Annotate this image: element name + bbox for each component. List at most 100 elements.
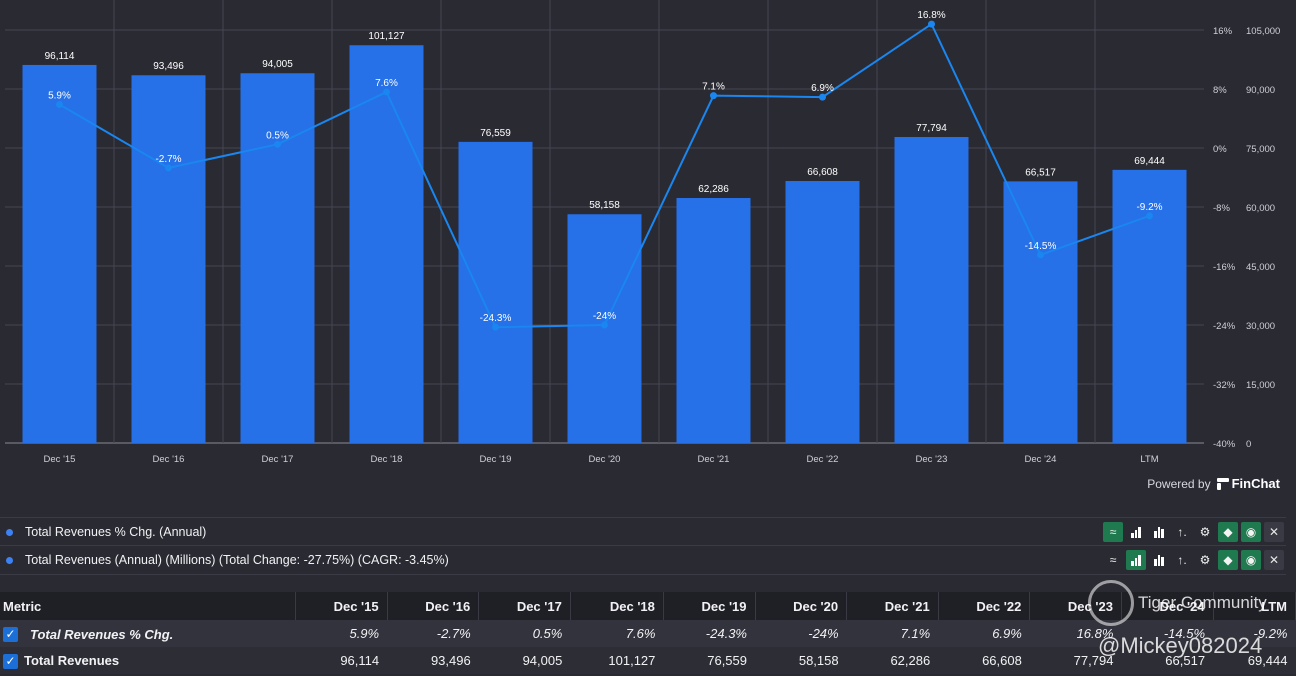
legend-label-pct-chg: Total Revenues % Chg. (Annual): [25, 525, 207, 539]
table-cell: 69,444: [1213, 647, 1296, 674]
series-dot-icon: [6, 528, 13, 536]
powered-by-text: Powered by: [1147, 476, 1211, 491]
pct-axis-tick: -8%: [1213, 203, 1230, 214]
close-icon[interactable]: ✕: [1264, 550, 1284, 570]
series-toolbar: ≈ ↑. ⚙ ◆ ◉ ✕: [1103, 550, 1284, 570]
bar: [240, 73, 315, 443]
table-header: Dec '22: [938, 592, 1031, 620]
table-cell: -24.3%: [663, 620, 755, 647]
table-cell: 96,114: [295, 647, 388, 674]
table-header: Dec '20: [755, 592, 848, 620]
x-tick-label: Dec '22: [807, 454, 839, 465]
table-cell: 7.6%: [570, 620, 664, 647]
x-tick-label: Dec '17: [262, 454, 294, 465]
bar-value-label: 94,005: [262, 59, 293, 70]
column-chart-icon[interactable]: [1149, 522, 1169, 542]
bar: [22, 64, 97, 443]
pct-value-label: -9.2%: [1136, 202, 1162, 213]
table-cell: 58,158: [755, 647, 847, 674]
table-header: Dec '17: [478, 592, 571, 620]
finchat-icon: [1216, 477, 1229, 490]
bar: [458, 141, 533, 444]
bar: [349, 45, 424, 444]
value-axis-tick: 15,000: [1246, 380, 1275, 391]
gear-icon[interactable]: ⚙: [1199, 525, 1211, 539]
bar-value-label: 96,114: [45, 51, 75, 62]
bar-value-label: 93,496: [153, 61, 184, 72]
legend-label-revenues: Total Revenues (Annual) (Millions) (Tota…: [25, 553, 449, 567]
pct-value-label: 5.9%: [48, 90, 71, 101]
pct-axis-tick: -40%: [1213, 439, 1236, 450]
powered-by[interactable]: Powered by FinChat: [1147, 476, 1280, 491]
pct-value-label: 7.1%: [702, 82, 725, 93]
table-cell: -24%: [755, 620, 847, 647]
value-axis-tick: 105,000: [1246, 26, 1280, 37]
x-tick-label: LTM: [1140, 454, 1158, 465]
table-header: LTM: [1213, 592, 1296, 620]
table-cell: 77,794: [1029, 647, 1122, 674]
checkbox-checked-icon[interactable]: ✓: [3, 653, 18, 669]
column-chart-icon[interactable]: [1149, 550, 1169, 570]
legend-row-pct-chg: Total Revenues % Chg. (Annual) ≈ ↑. ⚙ ◆ …: [0, 517, 1286, 546]
x-tick-label: Dec '21: [698, 454, 730, 465]
table-row: ✓ Total Revenues 96,114 93,496 94,005 101…: [0, 647, 1296, 674]
pct-point: [601, 321, 608, 329]
metrics-table: Metric Dec '15 Dec '16 Dec '17 Dec '18 D…: [0, 592, 1296, 674]
watermark-handle: @Mickey082024: [1098, 633, 1263, 658]
table-header: Dec '16: [387, 592, 480, 620]
value-axis-tick: 75,000: [1246, 144, 1275, 155]
bar-value-label: 66,517: [1025, 167, 1056, 178]
series-dot-icon: [6, 556, 13, 564]
finchat-logo: FinChat: [1216, 476, 1280, 491]
sort-icon[interactable]: ↑.: [1177, 525, 1187, 539]
table-header: Dec '18: [570, 592, 664, 620]
table-cell: 66,517: [1121, 647, 1214, 674]
pct-value-label: -14.5%: [1025, 241, 1057, 252]
table-cell: -9.2%: [1213, 620, 1296, 647]
pct-axis-tick: 16%: [1213, 26, 1233, 37]
table-cell: 66,608: [938, 647, 1030, 674]
bar: [131, 75, 206, 443]
watermark-brand: Tiger Community: [1138, 593, 1267, 612]
close-icon[interactable]: ✕: [1264, 522, 1284, 542]
series-toolbar: ≈ ↑. ⚙ ◆ ◉ ✕: [1103, 522, 1284, 542]
value-axis-tick: 30,000: [1246, 321, 1275, 332]
pct-value-label: 0.5%: [266, 130, 289, 141]
sort-icon[interactable]: ↑.: [1177, 553, 1187, 567]
table-header: Dec '19: [663, 592, 756, 620]
pct-value-label: 7.6%: [375, 78, 398, 89]
pct-point: [383, 88, 390, 96]
bar-chart-icon[interactable]: [1126, 550, 1146, 570]
bar: [567, 214, 642, 443]
finchat-brand: FinChat: [1231, 476, 1280, 491]
tag-icon[interactable]: ◆: [1218, 522, 1238, 542]
line-chart-toggle-icon[interactable]: ≈: [1109, 553, 1117, 567]
table-cell: 7.1%: [846, 620, 939, 647]
bar-chart-icon[interactable]: [1126, 522, 1146, 542]
eye-icon[interactable]: ◉: [1241, 550, 1261, 570]
table-header: Dec '15: [295, 592, 388, 620]
pct-point: [819, 93, 826, 101]
bar-value-label: 69,444: [1134, 156, 1165, 167]
table-header: Dec '21: [846, 592, 939, 620]
checkbox-checked-icon[interactable]: ✓: [3, 626, 18, 642]
table-cell: 101,127: [570, 647, 664, 674]
x-tick-label: Dec '23: [916, 454, 948, 465]
pct-value-label: -24%: [593, 311, 616, 322]
x-tick-label: Dec '15: [44, 454, 76, 465]
pct-axis-tick: 8%: [1213, 85, 1227, 96]
value-axis-tick: 60,000: [1246, 203, 1275, 214]
tiger-logo-icon: [1088, 580, 1134, 626]
pct-point: [928, 20, 935, 28]
table-header: Dec '24: [1121, 592, 1214, 620]
line-chart-toggle-icon[interactable]: ≈: [1103, 522, 1123, 542]
gear-icon[interactable]: ⚙: [1199, 553, 1211, 567]
table-cell: 62,286: [846, 647, 939, 674]
table-cell: 6.9%: [938, 620, 1030, 647]
revenue-chart: 16% 105,000 8% 90,000 0% 75,000 -8% 60,000 -16% 4…: [5, 0, 1280, 465]
tag-icon[interactable]: ◆: [1218, 550, 1238, 570]
eye-icon[interactable]: ◉: [1241, 522, 1261, 542]
table-cell: 76,559: [663, 647, 755, 674]
value-axis-tick: 45,000: [1246, 262, 1275, 273]
row-label-cell: ✓ Total Revenues % Chg.: [0, 620, 296, 647]
